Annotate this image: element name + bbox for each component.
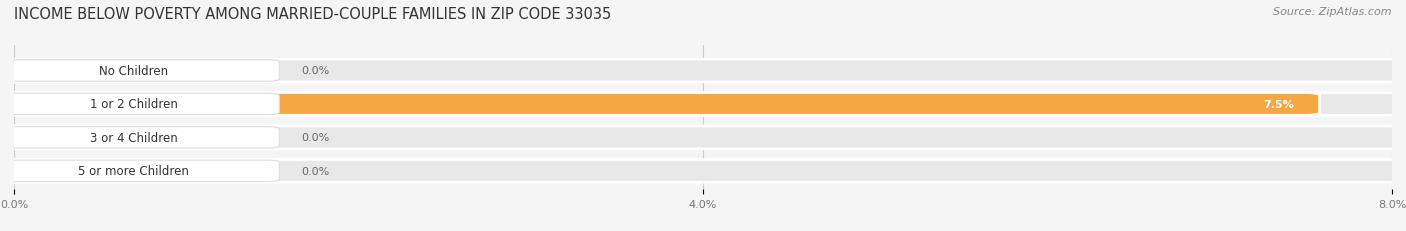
Text: 7.5%: 7.5% xyxy=(1263,100,1294,109)
Text: 0.0%: 0.0% xyxy=(302,133,330,143)
FancyBboxPatch shape xyxy=(0,126,1406,149)
Text: No Children: No Children xyxy=(100,65,169,78)
FancyBboxPatch shape xyxy=(0,161,280,182)
Text: 0.0%: 0.0% xyxy=(302,66,330,76)
FancyBboxPatch shape xyxy=(0,93,1406,116)
Text: 5 or more Children: 5 or more Children xyxy=(79,165,190,178)
Text: Source: ZipAtlas.com: Source: ZipAtlas.com xyxy=(1274,7,1392,17)
Text: INCOME BELOW POVERTY AMONG MARRIED-COUPLE FAMILIES IN ZIP CODE 33035: INCOME BELOW POVERTY AMONG MARRIED-COUPL… xyxy=(14,7,612,22)
FancyBboxPatch shape xyxy=(0,94,280,115)
FancyBboxPatch shape xyxy=(0,93,1320,116)
Text: 1 or 2 Children: 1 or 2 Children xyxy=(90,98,177,111)
FancyBboxPatch shape xyxy=(0,160,1406,182)
FancyBboxPatch shape xyxy=(0,61,280,82)
Text: 3 or 4 Children: 3 or 4 Children xyxy=(90,131,177,144)
Text: 0.0%: 0.0% xyxy=(302,166,330,176)
FancyBboxPatch shape xyxy=(0,60,1406,82)
FancyBboxPatch shape xyxy=(0,127,280,149)
